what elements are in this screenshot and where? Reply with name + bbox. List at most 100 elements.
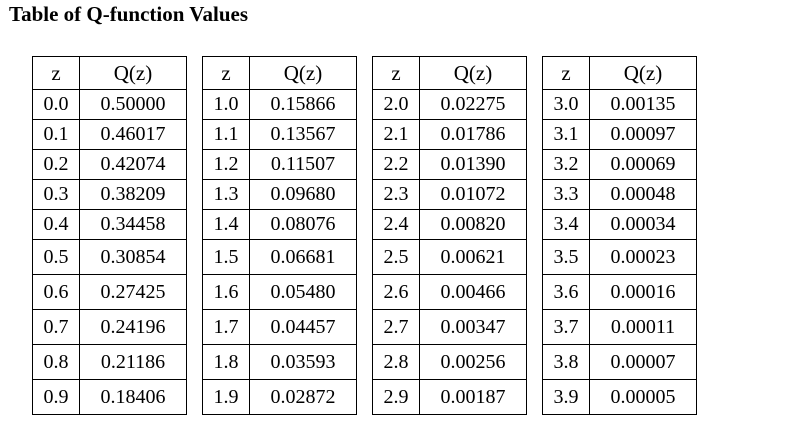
- header-row: z Q(z): [32, 56, 187, 90]
- z-value: 2.3: [372, 179, 420, 210]
- q-value: 0.00621: [419, 239, 527, 275]
- q-value: 0.05480: [249, 274, 357, 310]
- table-row: 0.5 0.30854: [32, 239, 187, 275]
- table-row: 1.2 0.11507: [202, 149, 357, 180]
- q-value: 0.06681: [249, 239, 357, 275]
- z-value: 1.5: [202, 239, 250, 275]
- q-value: 0.02872: [249, 379, 357, 415]
- table-row: 0.6 0.27425: [32, 274, 187, 310]
- z-value: 3.5: [542, 239, 590, 275]
- table-row: 1.0 0.15866: [202, 89, 357, 120]
- z-value: 1.7: [202, 309, 250, 345]
- q-value: 0.11507: [249, 149, 357, 180]
- q-value: 0.00023: [589, 239, 697, 275]
- header-z: z: [202, 56, 250, 90]
- header-z: z: [32, 56, 80, 90]
- table-row: 3.4 0.00034: [542, 209, 697, 240]
- table-row: 2.4 0.00820: [372, 209, 527, 240]
- table-row: 0.3 0.38209: [32, 179, 187, 210]
- q-table-4: z Q(z) 3.0 0.00135 3.1 0.00097 3.2 0.00069 3.3 0.…: [542, 56, 697, 415]
- table-row: 0.0 0.50000: [32, 89, 187, 120]
- table-row: 2.9 0.00187: [372, 379, 527, 415]
- z-value: 3.4: [542, 209, 590, 240]
- z-value: 1.4: [202, 209, 250, 240]
- z-value: 2.4: [372, 209, 420, 240]
- q-value: 0.08076: [249, 209, 357, 240]
- q-value: 0.00016: [589, 274, 697, 310]
- z-value: 2.7: [372, 309, 420, 345]
- q-value: 0.00256: [419, 344, 527, 380]
- q-value: 0.00011: [589, 309, 697, 345]
- q-value: 0.00820: [419, 209, 527, 240]
- table-row: 3.7 0.00011: [542, 309, 697, 345]
- q-value: 0.00069: [589, 149, 697, 180]
- q-value: 0.21186: [79, 344, 187, 380]
- z-value: 0.1: [32, 119, 80, 150]
- z-value: 0.5: [32, 239, 80, 275]
- q-value: 0.00466: [419, 274, 527, 310]
- q-value: 0.00048: [589, 179, 697, 210]
- table-row: 1.9 0.02872: [202, 379, 357, 415]
- q-value: 0.02275: [419, 89, 527, 120]
- header-qz: Q(z): [589, 56, 697, 90]
- z-value: 0.0: [32, 89, 80, 120]
- q-value: 0.24196: [79, 309, 187, 345]
- table-row: 3.1 0.00097: [542, 119, 697, 150]
- table-row: 0.2 0.42074: [32, 149, 187, 180]
- q-value: 0.01786: [419, 119, 527, 150]
- z-value: 0.7: [32, 309, 80, 345]
- z-value: 3.2: [542, 149, 590, 180]
- z-value: 1.6: [202, 274, 250, 310]
- z-value: 1.8: [202, 344, 250, 380]
- q-value: 0.00097: [589, 119, 697, 150]
- z-value: 3.3: [542, 179, 590, 210]
- z-value: 3.9: [542, 379, 590, 415]
- q-value: 0.50000: [79, 89, 187, 120]
- table-row: 1.4 0.08076: [202, 209, 357, 240]
- q-value: 0.38209: [79, 179, 187, 210]
- table-row: 1.7 0.04457: [202, 309, 357, 345]
- table-row: 3.8 0.00007: [542, 344, 697, 380]
- z-value: 2.5: [372, 239, 420, 275]
- z-value: 0.8: [32, 344, 80, 380]
- z-value: 3.6: [542, 274, 590, 310]
- q-value: 0.00135: [589, 89, 697, 120]
- table-row: 3.3 0.00048: [542, 179, 697, 210]
- table-row: 1.3 0.09680: [202, 179, 357, 210]
- table-row: 3.5 0.00023: [542, 239, 697, 275]
- q-value: 0.15866: [249, 89, 357, 120]
- z-value: 0.4: [32, 209, 80, 240]
- table-row: 2.7 0.00347: [372, 309, 527, 345]
- table-row: 2.0 0.02275: [372, 89, 527, 120]
- header-row: z Q(z): [372, 56, 527, 90]
- table-row: 1.1 0.13567: [202, 119, 357, 150]
- z-value: 3.8: [542, 344, 590, 380]
- q-value: 0.00034: [589, 209, 697, 240]
- header-qz: Q(z): [79, 56, 187, 90]
- q-value: 0.03593: [249, 344, 357, 380]
- table-row: 2.6 0.00466: [372, 274, 527, 310]
- q-value: 0.27425: [79, 274, 187, 310]
- q-value: 0.04457: [249, 309, 357, 345]
- q-value: 0.46017: [79, 119, 187, 150]
- table-row: 1.5 0.06681: [202, 239, 357, 275]
- table-row: 0.9 0.18406: [32, 379, 187, 415]
- z-value: 1.0: [202, 89, 250, 120]
- z-value: 1.1: [202, 119, 250, 150]
- q-value: 0.13567: [249, 119, 357, 150]
- q-table-1: z Q(z) 0.0 0.50000 0.1 0.46017 0.2 0.42074 0.3 0.…: [32, 56, 187, 415]
- table-row: 0.1 0.46017: [32, 119, 187, 150]
- z-value: 0.6: [32, 274, 80, 310]
- table-row: 1.8 0.03593: [202, 344, 357, 380]
- q-value: 0.30854: [79, 239, 187, 275]
- q-value: 0.01390: [419, 149, 527, 180]
- table-row: 0.4 0.34458: [32, 209, 187, 240]
- z-value: 0.2: [32, 149, 80, 180]
- z-value: 1.9: [202, 379, 250, 415]
- table-row: 2.8 0.00256: [372, 344, 527, 380]
- page-title: Table of Q-function Values: [9, 2, 249, 26]
- table-row: 3.6 0.00016: [542, 274, 697, 310]
- q-value: 0.18406: [79, 379, 187, 415]
- z-value: 3.7: [542, 309, 590, 345]
- z-value: 3.1: [542, 119, 590, 150]
